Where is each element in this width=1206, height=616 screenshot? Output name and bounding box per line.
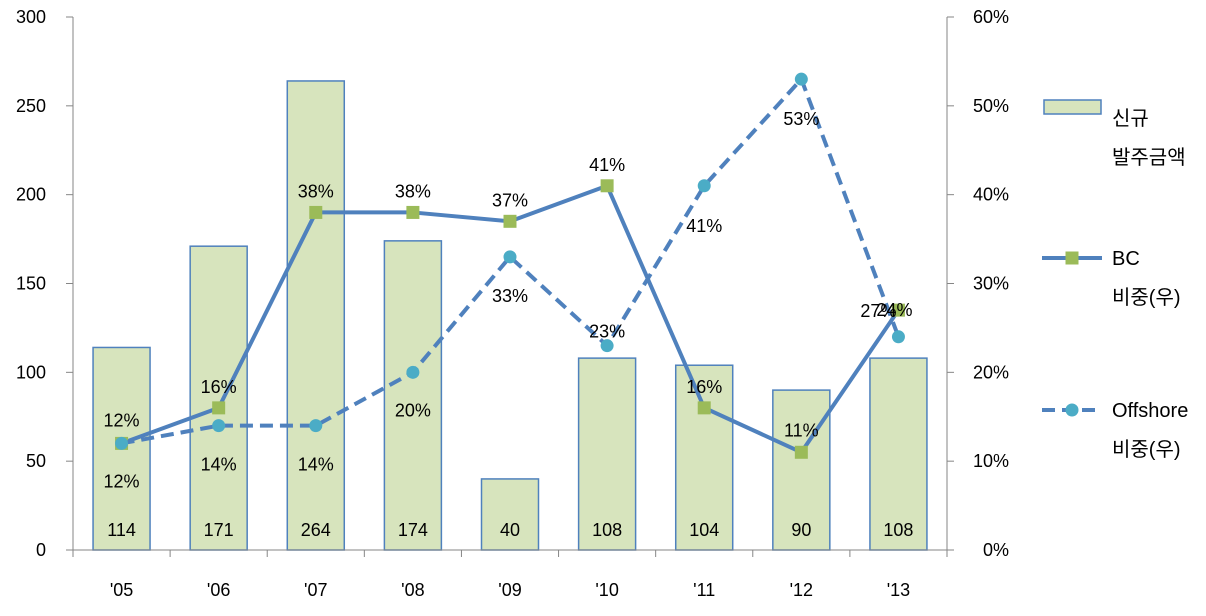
left-axis-tick-label: 250: [16, 96, 46, 116]
line-marker: [1065, 403, 1079, 417]
line-value-label: 38%: [395, 181, 431, 201]
right-axis-tick-label: 10%: [973, 451, 1009, 471]
bar-value-label: 171: [204, 520, 234, 540]
line-value-label: 20%: [395, 400, 431, 420]
line-marker: [115, 436, 129, 450]
line-value-label: 14%: [298, 455, 334, 475]
right-axis-tick-label: 20%: [973, 362, 1009, 382]
left-axis-tick-label: 200: [16, 185, 46, 205]
bar-value-label: 40: [500, 520, 520, 540]
line-marker: [309, 205, 323, 219]
line-value-label: 12%: [104, 471, 140, 491]
x-axis-tick-label: '08: [401, 580, 424, 600]
bar-value-label: 108: [883, 520, 913, 540]
left-axis-tick-label: 100: [16, 362, 46, 382]
legend-label: Offshore: [1112, 400, 1188, 422]
right-axis-tick-label: 60%: [973, 7, 1009, 27]
x-axis-tick-label: '05: [110, 580, 133, 600]
legend-label: BC: [1112, 248, 1140, 270]
line-value-label: 37%: [492, 190, 528, 210]
x-axis-tick-label: '09: [498, 580, 521, 600]
line-marker: [697, 179, 711, 193]
left-axis-tick-label: 150: [16, 274, 46, 294]
bar-value-label: 174: [398, 520, 428, 540]
line-value-label: 24%: [876, 300, 912, 320]
line-marker: [309, 419, 323, 433]
line-value-label: 27%: [860, 301, 896, 321]
line-value-label: 12%: [104, 410, 140, 430]
bar-value-label: 114: [107, 520, 136, 540]
left-axis-tick-label: 0: [36, 540, 46, 560]
bar: [189, 245, 248, 551]
line-marker: [794, 445, 808, 459]
line-value-label: 53%: [783, 109, 819, 129]
right-axis-tick-label: 0%: [983, 540, 1009, 560]
bar: [480, 478, 540, 551]
series-line: [121, 77, 901, 446]
line-marker: [212, 419, 226, 433]
line-marker: [406, 365, 420, 379]
line-marker: [794, 72, 808, 86]
line-value-label: 41%: [686, 216, 722, 236]
line-value-label: 16%: [201, 377, 237, 397]
legend-label: 비중(우): [1112, 438, 1181, 461]
bar: [577, 357, 637, 551]
bar-value-label: 90: [791, 520, 811, 540]
line-marker: [406, 205, 420, 219]
bar: [869, 357, 928, 551]
line-marker: [891, 330, 905, 344]
left-axis-tick-label: 50: [26, 451, 46, 471]
x-axis-tick-label: '06: [207, 580, 230, 600]
right-axis-tick-label: 50%: [973, 96, 1009, 116]
x-axis-tick-label: '10: [595, 580, 618, 600]
x-axis-tick-label: '07: [304, 580, 327, 600]
line-value-label: 23%: [589, 322, 625, 342]
line-marker: [891, 303, 905, 317]
bar: [383, 240, 443, 551]
x-axis-tick-label: '11: [693, 580, 715, 600]
line-marker: [503, 214, 517, 228]
x-axis-tick-label: '12: [790, 580, 813, 600]
legend-label: 신규: [1112, 107, 1149, 130]
bar-value-label: 104: [689, 520, 719, 540]
right-axis-tick-label: 40%: [973, 185, 1009, 205]
line-value-label: 16%: [686, 377, 722, 397]
legend-bar-swatch: [1043, 99, 1102, 115]
bar-value-label: 264: [301, 520, 331, 540]
left-axis-tick-label: 300: [16, 7, 46, 27]
line-value-label: 38%: [298, 181, 334, 201]
x-axis-tick-label: '13: [887, 580, 910, 600]
line-value-label: 14%: [201, 455, 237, 475]
line-marker: [212, 401, 226, 415]
line-marker: [503, 250, 517, 264]
bar: [674, 364, 734, 551]
right-axis-tick-label: 30%: [973, 274, 1009, 294]
line-value-label: 11%: [784, 420, 819, 440]
line-marker: [600, 179, 614, 193]
bar: [286, 80, 346, 551]
legend-label: 발주금액: [1112, 146, 1186, 169]
line-marker: [600, 339, 614, 353]
line-value-label: 33%: [492, 286, 528, 306]
legend-label: 비중(우): [1112, 286, 1181, 309]
bar-value-label: 108: [592, 520, 622, 540]
line-marker: [697, 401, 711, 415]
line-marker: [1065, 251, 1079, 265]
line-value-label: 41%: [589, 155, 625, 175]
